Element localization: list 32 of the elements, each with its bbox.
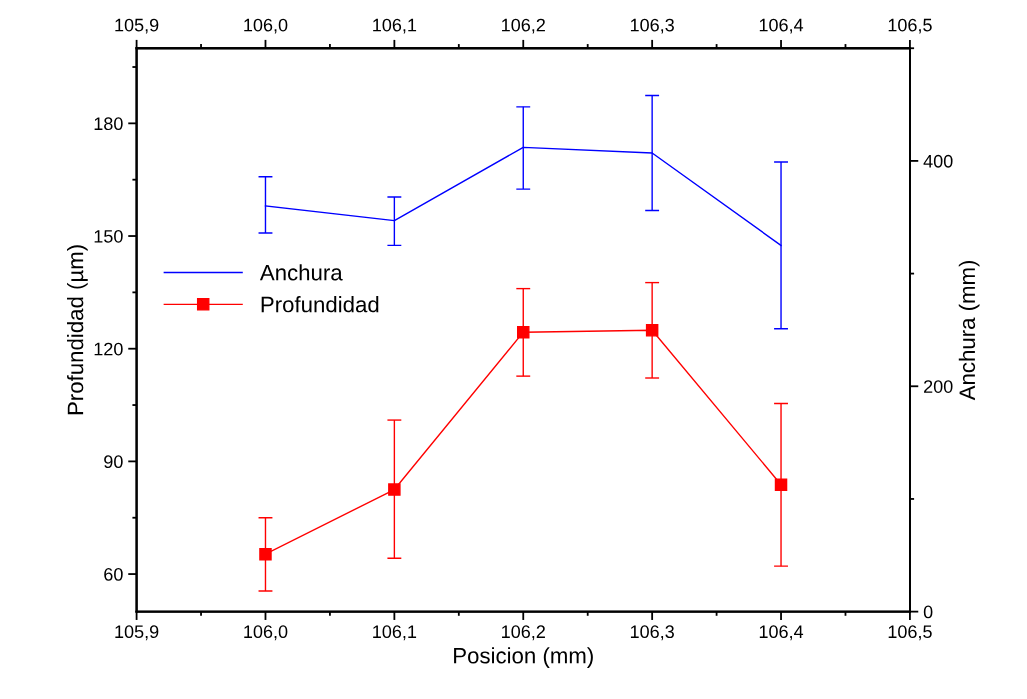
x-tick-label: 106,4 bbox=[759, 625, 804, 641]
legend-label: Anchura bbox=[259, 264, 343, 281]
point bbox=[645, 324, 659, 337]
x2-tick-label: 106,1 bbox=[373, 18, 417, 34]
x-tick-label: 106,2 bbox=[502, 625, 545, 641]
point bbox=[774, 478, 788, 491]
x2-tick-label: 106,3 bbox=[630, 18, 674, 34]
x-tick-label: 106,1 bbox=[373, 625, 417, 641]
x2-tick-label: 105,9 bbox=[115, 18, 159, 34]
y-tick-label: 60 bbox=[104, 568, 123, 581]
x-tick-label: 106,3 bbox=[630, 625, 674, 641]
y-tick-label: 180 bbox=[94, 117, 123, 131]
x2-tick-label: 106,0 bbox=[244, 18, 288, 34]
y2-axis-title: Anchura (mm) bbox=[958, 260, 980, 401]
x-tick-label: 105,9 bbox=[115, 625, 159, 641]
y2-tick-label: 400 bbox=[923, 154, 953, 168]
x-tick-label: 106,0 bbox=[244, 625, 288, 641]
y-tick-label: 150 bbox=[94, 229, 123, 243]
x-axis-title: Posicion (mm) bbox=[454, 647, 593, 668]
point bbox=[388, 483, 401, 496]
y2-tick-label: 200 bbox=[924, 380, 953, 393]
legend-label: Profundidad bbox=[261, 296, 379, 313]
y-axis-title: Profundidad (µm) bbox=[67, 245, 88, 415]
point bbox=[517, 325, 530, 339]
x-tick-label: 106,5 bbox=[888, 625, 932, 641]
point bbox=[259, 547, 272, 561]
y2-tick-label: 0 bbox=[923, 605, 933, 619]
y-tick-label: 90 bbox=[104, 455, 123, 469]
x2-tick-label: 106,4 bbox=[759, 18, 804, 34]
x2-tick-label: 106,2 bbox=[502, 18, 545, 34]
x2-tick-label: 106,5 bbox=[888, 18, 932, 34]
y-tick-label: 120 bbox=[94, 342, 123, 356]
